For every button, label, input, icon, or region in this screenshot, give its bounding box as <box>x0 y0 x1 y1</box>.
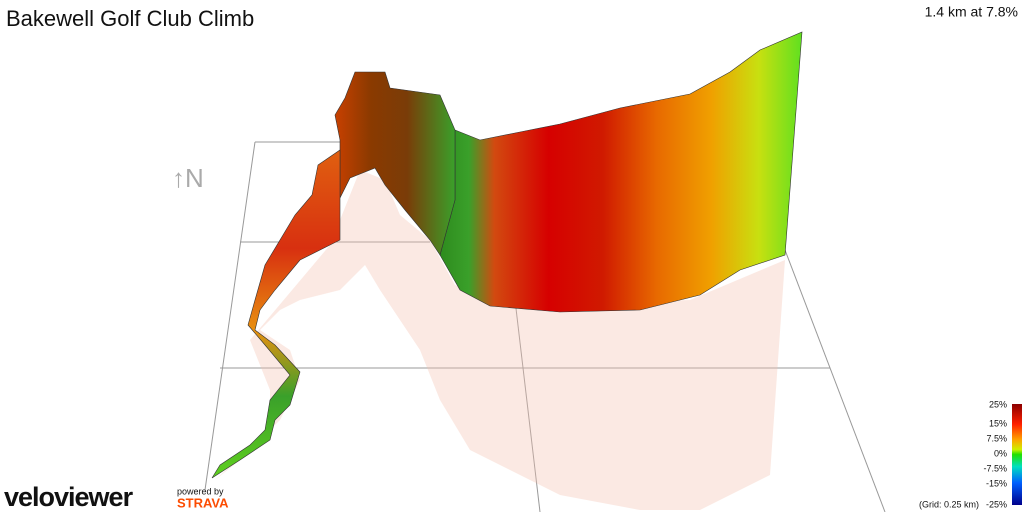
color-scale <box>1012 404 1022 505</box>
legend-label: 7.5% <box>986 433 1007 443</box>
grid-note: (Grid: 0.25 km) <box>919 499 979 509</box>
compass: ↑N <box>172 163 204 193</box>
shadow <box>215 170 785 510</box>
legend-label: -15% <box>986 478 1007 488</box>
legend-label: 25% <box>989 399 1007 409</box>
legend-label: -25% <box>986 499 1007 509</box>
grid <box>204 141 886 512</box>
strava: STRAVA <box>177 495 229 510</box>
logo: veloviewer <box>4 482 134 512</box>
legend-label: 0% <box>994 448 1007 458</box>
legend-label: 15% <box>989 418 1007 428</box>
legend-label: -7.5% <box>983 463 1007 473</box>
route-wall-upper <box>334 71 456 256</box>
summary: 1.4 km at 7.8% <box>925 4 1018 20</box>
route-wall-left <box>211 149 341 479</box>
route-wall <box>439 31 803 313</box>
legend: 25% 15% 7.5% 0% -7.5% -15% -25% <box>983 399 1007 509</box>
title: Bakewell Golf Club Climb <box>6 6 254 31</box>
powered-by: powered by <box>177 486 224 496</box>
